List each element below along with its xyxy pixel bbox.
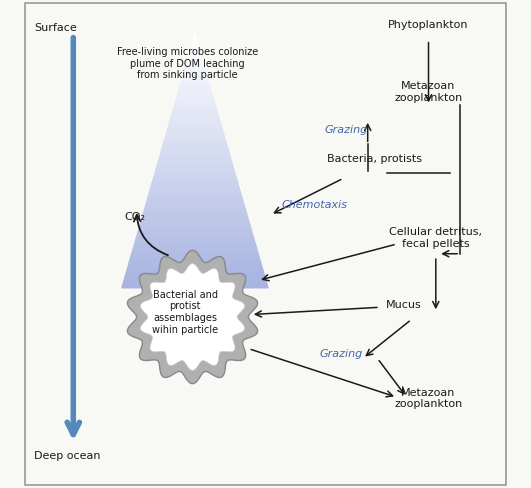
Polygon shape bbox=[181, 82, 210, 85]
Polygon shape bbox=[126, 269, 263, 272]
Polygon shape bbox=[148, 196, 242, 199]
Polygon shape bbox=[177, 95, 213, 98]
Polygon shape bbox=[134, 244, 256, 246]
Polygon shape bbox=[179, 85, 210, 88]
Polygon shape bbox=[145, 205, 245, 209]
Polygon shape bbox=[173, 107, 217, 111]
Polygon shape bbox=[136, 234, 253, 237]
Polygon shape bbox=[139, 224, 251, 228]
Polygon shape bbox=[145, 203, 244, 205]
Polygon shape bbox=[142, 215, 248, 218]
Polygon shape bbox=[147, 199, 243, 203]
Polygon shape bbox=[169, 120, 220, 123]
Polygon shape bbox=[184, 70, 206, 73]
Text: Surface: Surface bbox=[35, 22, 77, 33]
Polygon shape bbox=[162, 145, 228, 149]
Polygon shape bbox=[163, 142, 227, 145]
Polygon shape bbox=[126, 272, 264, 275]
Polygon shape bbox=[192, 41, 198, 44]
Polygon shape bbox=[138, 231, 252, 234]
Polygon shape bbox=[187, 57, 202, 60]
Text: Deep ocean: Deep ocean bbox=[35, 451, 101, 461]
Polygon shape bbox=[153, 177, 237, 180]
Polygon shape bbox=[135, 241, 255, 244]
Polygon shape bbox=[122, 285, 268, 288]
Polygon shape bbox=[174, 104, 216, 107]
Polygon shape bbox=[143, 212, 247, 215]
Text: Mucus: Mucus bbox=[387, 300, 422, 310]
Polygon shape bbox=[193, 38, 197, 41]
Text: Grazing: Grazing bbox=[319, 348, 363, 359]
Polygon shape bbox=[131, 253, 259, 256]
Polygon shape bbox=[156, 167, 234, 171]
Polygon shape bbox=[171, 114, 219, 117]
Polygon shape bbox=[140, 264, 245, 370]
Text: Free-living microbes colonize
plume of DOM leaching
from sinking particle: Free-living microbes colonize plume of D… bbox=[117, 47, 258, 80]
Polygon shape bbox=[144, 209, 246, 212]
Polygon shape bbox=[177, 92, 212, 95]
Polygon shape bbox=[183, 73, 207, 76]
Polygon shape bbox=[191, 44, 199, 47]
Polygon shape bbox=[182, 76, 208, 79]
Text: CO₂: CO₂ bbox=[124, 212, 145, 222]
Polygon shape bbox=[178, 88, 211, 92]
Text: Bacteria, protists: Bacteria, protists bbox=[328, 154, 423, 164]
Polygon shape bbox=[172, 111, 218, 114]
Polygon shape bbox=[135, 237, 254, 241]
Polygon shape bbox=[161, 149, 229, 152]
Polygon shape bbox=[150, 186, 239, 190]
Polygon shape bbox=[166, 133, 224, 136]
Polygon shape bbox=[123, 282, 267, 285]
Polygon shape bbox=[159, 155, 230, 158]
Polygon shape bbox=[157, 164, 233, 167]
Polygon shape bbox=[176, 98, 214, 101]
Polygon shape bbox=[155, 171, 235, 174]
Polygon shape bbox=[160, 152, 229, 155]
Polygon shape bbox=[129, 263, 262, 265]
Text: Bacterial and
protist
assemblages
wihin particle: Bacterial and protist assemblages wihin … bbox=[152, 290, 218, 335]
Polygon shape bbox=[141, 218, 249, 222]
Polygon shape bbox=[167, 130, 223, 133]
Polygon shape bbox=[133, 246, 257, 250]
Text: Metazoan
zooplankton: Metazoan zooplankton bbox=[395, 81, 463, 102]
Polygon shape bbox=[181, 79, 209, 82]
Polygon shape bbox=[189, 54, 201, 57]
Polygon shape bbox=[190, 51, 200, 54]
Polygon shape bbox=[151, 183, 239, 186]
Polygon shape bbox=[130, 256, 260, 259]
Polygon shape bbox=[139, 228, 252, 231]
Polygon shape bbox=[185, 66, 205, 70]
Text: Grazing: Grazing bbox=[324, 125, 367, 135]
Polygon shape bbox=[140, 222, 250, 224]
Polygon shape bbox=[186, 63, 204, 66]
Text: Phytoplankton: Phytoplankton bbox=[388, 20, 469, 30]
Polygon shape bbox=[158, 161, 233, 164]
Polygon shape bbox=[132, 250, 258, 253]
Polygon shape bbox=[175, 101, 215, 104]
Polygon shape bbox=[148, 193, 242, 196]
Text: Chemotaxis: Chemotaxis bbox=[281, 200, 347, 210]
Polygon shape bbox=[168, 126, 222, 130]
Polygon shape bbox=[194, 35, 196, 38]
Polygon shape bbox=[165, 136, 225, 139]
Polygon shape bbox=[170, 117, 220, 120]
Polygon shape bbox=[129, 259, 261, 263]
Polygon shape bbox=[164, 139, 226, 142]
Polygon shape bbox=[127, 265, 262, 269]
Polygon shape bbox=[125, 275, 265, 278]
Polygon shape bbox=[154, 174, 236, 177]
Polygon shape bbox=[187, 60, 203, 63]
Polygon shape bbox=[158, 158, 232, 161]
Polygon shape bbox=[168, 123, 221, 126]
Polygon shape bbox=[124, 278, 266, 282]
Polygon shape bbox=[149, 190, 241, 193]
Text: Cellular detritus,
fecal pellets: Cellular detritus, fecal pellets bbox=[389, 227, 482, 248]
Polygon shape bbox=[191, 47, 200, 51]
Polygon shape bbox=[127, 250, 258, 384]
Polygon shape bbox=[152, 180, 238, 183]
Text: Metazoan
zooplankton: Metazoan zooplankton bbox=[395, 387, 463, 409]
